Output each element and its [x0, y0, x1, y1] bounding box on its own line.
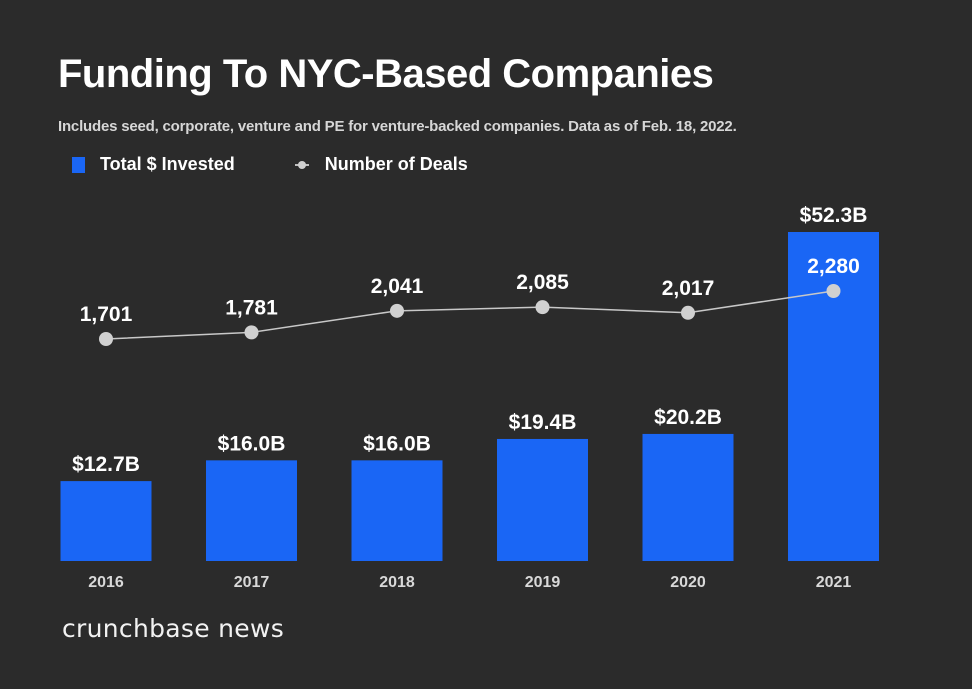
deals-value-label: 2,085	[516, 271, 569, 294]
deals-value-label: 2,041	[371, 275, 424, 298]
legend-item-number-of-deals: Number of Deals	[235, 154, 468, 175]
deals-line	[105, 290, 834, 340]
deals-value-label: 1,701	[80, 303, 133, 326]
deals-value-label: 2,280	[807, 255, 860, 278]
x-tick-label: 2017	[234, 574, 270, 591]
bar-value-label: $19.4B	[509, 411, 577, 434]
x-tick-label: 2021	[816, 574, 852, 591]
deals-value-label: 2,017	[662, 277, 715, 300]
bar-2021	[788, 232, 879, 561]
bar-2020	[642, 433, 734, 561]
deals-marker	[535, 300, 550, 315]
deals-marker	[826, 284, 841, 298]
deals-marker	[390, 303, 404, 318]
deals-marker	[681, 305, 695, 320]
legend: Total $ Invested Number of Deals	[72, 154, 468, 175]
chart-title: Funding To NYC-Based Companies	[58, 52, 714, 96]
bar-swatch-icon	[72, 156, 85, 173]
chart-subtitle: Includes seed, corporate, venture and PE…	[58, 118, 737, 135]
bar-2018	[351, 460, 443, 561]
bar-2016	[60, 481, 152, 561]
crunchbase-news-logo: crunchbase news	[62, 614, 285, 643]
bar-value-label: $16.0B	[363, 432, 431, 455]
x-tick-label: 2019	[525, 574, 561, 591]
bar-2017	[206, 460, 297, 561]
bar-value-label: $16.0B	[218, 432, 286, 455]
x-tick-label: 2016	[88, 574, 124, 591]
x-tick-label: 2018	[379, 574, 415, 591]
deals-marker	[244, 325, 259, 340]
deals-marker	[99, 332, 113, 346]
legend-label-total-invested: Total $ Invested	[100, 154, 235, 174]
line-marker-icon	[294, 158, 309, 172]
bar-2019	[497, 438, 588, 561]
bar-value-label: $12.7B	[72, 453, 140, 476]
legend-label-number-of-deals: Number of Deals	[324, 154, 468, 174]
bar-value-label: $20.2B	[654, 406, 722, 429]
legend-item-total-invested: Total $ Invested	[72, 154, 235, 175]
bar-value-label: $52.3B	[800, 204, 868, 227]
x-tick-label: 2020	[670, 574, 706, 591]
deals-value-label: 1,781	[225, 296, 278, 319]
